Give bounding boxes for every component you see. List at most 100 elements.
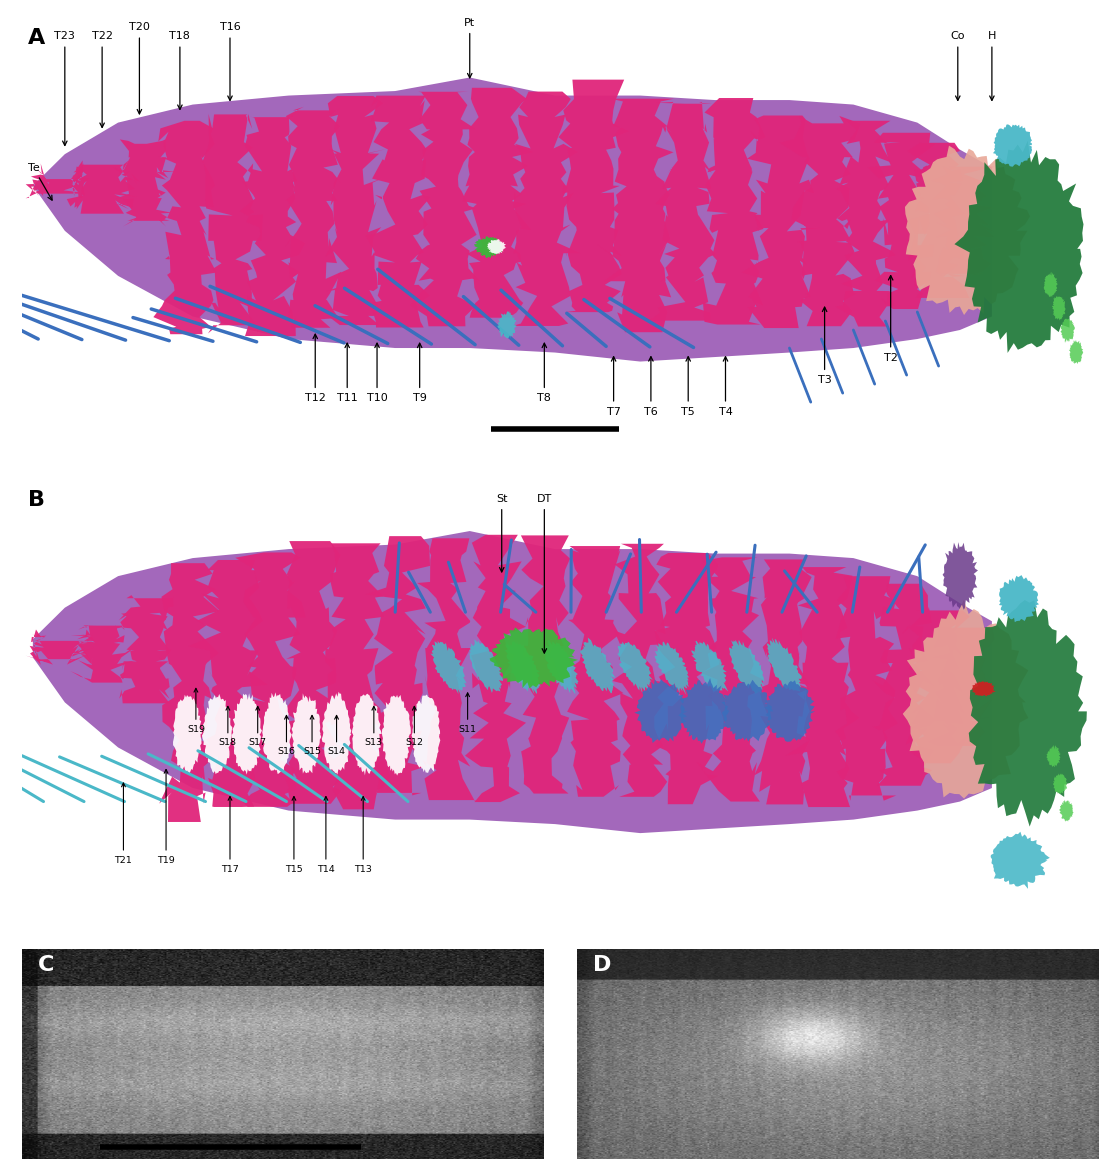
Polygon shape xyxy=(365,536,430,795)
Text: T11: T11 xyxy=(336,343,357,403)
Polygon shape xyxy=(412,694,441,773)
Text: Pt: Pt xyxy=(464,18,475,77)
Text: H: H xyxy=(988,32,996,101)
Polygon shape xyxy=(678,678,729,744)
Text: St: St xyxy=(496,494,507,571)
Text: T20: T20 xyxy=(129,22,150,114)
Text: S15: S15 xyxy=(303,715,321,756)
Polygon shape xyxy=(999,575,1039,622)
Polygon shape xyxy=(567,546,624,796)
Polygon shape xyxy=(513,91,581,326)
Polygon shape xyxy=(972,682,996,697)
Polygon shape xyxy=(463,88,533,317)
Polygon shape xyxy=(490,628,578,689)
Text: T4: T4 xyxy=(718,357,733,417)
Polygon shape xyxy=(908,143,969,297)
Polygon shape xyxy=(325,96,386,326)
Text: T16: T16 xyxy=(220,22,241,101)
Polygon shape xyxy=(969,600,1087,827)
Polygon shape xyxy=(942,542,978,610)
Text: B: B xyxy=(28,491,44,511)
Polygon shape xyxy=(202,694,232,774)
Polygon shape xyxy=(1053,773,1067,794)
Text: C: C xyxy=(38,954,54,974)
Polygon shape xyxy=(202,114,263,334)
Polygon shape xyxy=(543,639,578,694)
Text: T8: T8 xyxy=(537,343,552,403)
Text: T12: T12 xyxy=(305,334,325,403)
Text: T22: T22 xyxy=(92,32,112,128)
Polygon shape xyxy=(282,541,342,803)
Polygon shape xyxy=(905,145,1030,315)
Polygon shape xyxy=(292,693,321,774)
Text: S17: S17 xyxy=(249,706,266,747)
Polygon shape xyxy=(649,102,716,321)
Polygon shape xyxy=(612,543,672,796)
Text: T17: T17 xyxy=(221,796,239,874)
Polygon shape xyxy=(159,563,220,822)
Polygon shape xyxy=(741,116,823,328)
Polygon shape xyxy=(33,77,992,362)
Text: A: A xyxy=(28,28,44,48)
Text: S16: S16 xyxy=(278,715,295,756)
Polygon shape xyxy=(487,239,506,254)
Text: Co: Co xyxy=(950,32,965,101)
Text: T3: T3 xyxy=(818,307,831,385)
Polygon shape xyxy=(786,567,859,807)
Polygon shape xyxy=(729,639,765,694)
Text: T23: T23 xyxy=(54,32,75,145)
Text: S18: S18 xyxy=(219,706,236,747)
Polygon shape xyxy=(26,630,97,665)
Polygon shape xyxy=(722,680,774,741)
Text: S19: S19 xyxy=(186,689,205,734)
Polygon shape xyxy=(655,553,718,804)
Polygon shape xyxy=(655,642,689,696)
Polygon shape xyxy=(765,680,815,741)
Polygon shape xyxy=(1059,800,1073,822)
Polygon shape xyxy=(597,98,674,333)
Polygon shape xyxy=(521,535,571,794)
Polygon shape xyxy=(703,98,766,324)
Polygon shape xyxy=(617,642,653,693)
Polygon shape xyxy=(26,164,90,198)
Polygon shape xyxy=(558,80,629,313)
Polygon shape xyxy=(767,637,801,692)
Polygon shape xyxy=(70,625,135,683)
Polygon shape xyxy=(581,637,615,693)
Text: T14: T14 xyxy=(317,796,335,874)
Polygon shape xyxy=(235,553,306,807)
Polygon shape xyxy=(352,693,382,775)
Polygon shape xyxy=(754,560,811,804)
Text: T5: T5 xyxy=(682,357,695,417)
Text: T9: T9 xyxy=(413,343,426,403)
Polygon shape xyxy=(262,692,292,774)
Text: T18: T18 xyxy=(170,32,190,109)
Text: T15: T15 xyxy=(285,796,303,874)
Polygon shape xyxy=(67,160,140,213)
Polygon shape xyxy=(497,311,517,338)
Text: S11: S11 xyxy=(458,693,476,734)
Polygon shape xyxy=(417,539,475,801)
Polygon shape xyxy=(431,641,466,694)
Polygon shape xyxy=(119,595,174,704)
Polygon shape xyxy=(1052,296,1066,321)
Polygon shape xyxy=(465,535,526,802)
Polygon shape xyxy=(382,694,411,775)
Polygon shape xyxy=(835,121,896,327)
Polygon shape xyxy=(474,237,503,258)
Polygon shape xyxy=(1069,340,1083,364)
Polygon shape xyxy=(955,141,1083,352)
Polygon shape xyxy=(902,610,970,763)
Polygon shape xyxy=(836,576,898,801)
Polygon shape xyxy=(780,116,860,327)
Polygon shape xyxy=(1047,745,1061,767)
Polygon shape xyxy=(928,625,995,746)
Text: T6: T6 xyxy=(644,357,658,417)
Polygon shape xyxy=(505,641,541,694)
Text: T19: T19 xyxy=(158,769,175,864)
Polygon shape xyxy=(173,694,202,774)
Polygon shape xyxy=(1043,272,1058,297)
Polygon shape xyxy=(902,600,1029,799)
Polygon shape xyxy=(322,692,352,774)
Polygon shape xyxy=(868,132,936,309)
